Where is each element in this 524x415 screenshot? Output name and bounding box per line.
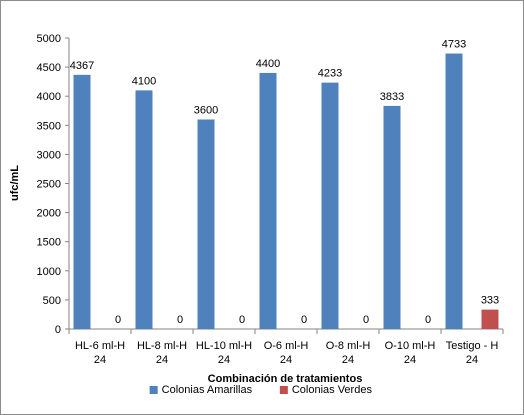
x-tick-label: HL-10 ml-H xyxy=(196,340,252,352)
y-tick-label: 3500 xyxy=(37,120,61,132)
data-label: 3600 xyxy=(194,104,218,116)
data-label: 4733 xyxy=(442,39,466,51)
bar xyxy=(73,74,91,329)
data-label: 0 xyxy=(363,314,369,326)
data-label: 4233 xyxy=(318,68,342,80)
y-tick-label: 1500 xyxy=(37,237,61,249)
y-tick-label: 4000 xyxy=(37,91,61,103)
y-axis: 0 500 1000 1500 2000 2500 3000 3500 4000 4500 5000 xyxy=(37,33,70,336)
data-label: 4367 xyxy=(70,60,94,72)
x-tick-label: 24 xyxy=(466,354,478,366)
x-tick-label: 24 xyxy=(404,354,416,366)
data-label: 4100 xyxy=(132,75,156,87)
x-tick-label: Testigo - H xyxy=(446,340,499,352)
legend-swatch xyxy=(149,386,158,394)
data-label: 0 xyxy=(425,314,431,326)
legend-label: Colonias Verdes xyxy=(292,384,373,396)
x-tick-label: O-10 ml-H xyxy=(385,340,436,352)
bar xyxy=(197,119,215,329)
bar xyxy=(445,53,463,329)
x-tick-label: 24 xyxy=(280,354,292,366)
data-label: 0 xyxy=(177,314,183,326)
x-tick-label: 24 xyxy=(342,354,354,366)
bar xyxy=(383,105,401,329)
y-tick-label: 4500 xyxy=(37,62,61,74)
x-tick-label: 24 xyxy=(218,354,230,366)
y-tick-label: 5000 xyxy=(37,33,61,45)
y-tick-label: 1000 xyxy=(37,266,61,278)
x-tick-label: HL-6 ml-H xyxy=(75,340,125,352)
legend: Colonias Amarillas Colonias Verdes xyxy=(149,384,373,396)
data-label: 0 xyxy=(239,314,245,326)
data-label: 3833 xyxy=(380,91,404,103)
bar xyxy=(259,72,277,330)
legend-swatch xyxy=(279,386,288,394)
x-tick-label: O-6 ml-H xyxy=(264,340,309,352)
y-tick-label: 500 xyxy=(43,295,61,307)
bar xyxy=(481,309,499,329)
data-label: 0 xyxy=(301,314,307,326)
bar xyxy=(321,82,339,329)
bars xyxy=(73,53,499,330)
x-tick-label: HL-8 ml-H xyxy=(137,340,187,352)
bar xyxy=(135,90,153,329)
data-label: 4400 xyxy=(256,58,280,70)
legend-label: Colonias Amarillas xyxy=(162,384,253,396)
y-tick-label: 3000 xyxy=(37,149,61,161)
x-tick-label: O-8 ml-H xyxy=(326,340,371,352)
x-axis: HL-6 ml-H 24 HL-8 ml-H 24 HL-10 ml-H 24 O-6 ml… xyxy=(68,328,504,366)
x-tick-label: 24 xyxy=(94,354,106,366)
y-tick-label: 0 xyxy=(55,324,61,336)
data-labels: 4367 0 4100 0 3600 0 4400 0 4233 0 3833 0 4733 333 xyxy=(70,39,499,326)
data-label: 0 xyxy=(115,314,121,326)
y-tick-label: 2500 xyxy=(37,179,61,191)
x-tick-label: 24 xyxy=(156,354,168,366)
y-tick-label: 2000 xyxy=(37,208,61,220)
x-axis-title: Combinación de tratamientos xyxy=(208,373,363,385)
data-label: 333 xyxy=(481,295,499,307)
y-axis-title: ufc/mL xyxy=(9,165,21,201)
